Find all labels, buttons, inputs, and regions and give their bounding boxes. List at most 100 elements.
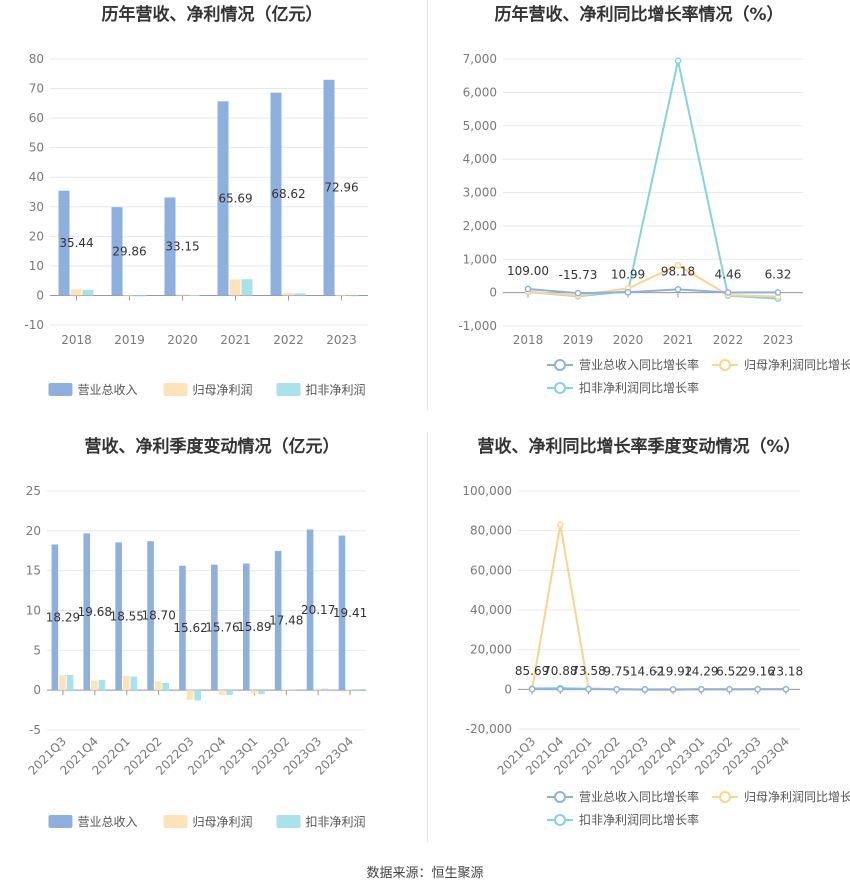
data-source-label: 数据来源：恒生聚源 bbox=[366, 866, 484, 881]
y-tick-label: 0 bbox=[33, 683, 41, 697]
data-label: 10.99 bbox=[611, 267, 645, 281]
bar bbox=[353, 690, 361, 691]
y-tick-label: 10 bbox=[26, 604, 41, 618]
series-point bbox=[556, 521, 564, 529]
series-point bbox=[624, 288, 632, 296]
bar bbox=[274, 550, 282, 691]
data-label: 68.62 bbox=[271, 187, 305, 201]
y-tick-label: 20,000 bbox=[470, 643, 512, 657]
chart-title: 营收、净利季度变动情况（亿元） bbox=[85, 436, 340, 457]
annual-growth-rate-line-chart: 历年营收、净利同比增长率情况（%） -1,000 0 1,000 2,000 3,000 4… bbox=[458, 4, 850, 395]
x-tick-label: 2020 bbox=[167, 333, 198, 347]
legend-label: 扣非净利润 bbox=[306, 815, 366, 829]
data-label: 19.41 bbox=[333, 606, 367, 620]
bar bbox=[314, 688, 321, 691]
y-tick-label: 1,000 bbox=[463, 252, 497, 266]
y-tick-label: 60 bbox=[29, 111, 44, 125]
bar bbox=[218, 690, 226, 695]
y-tick-label: 25 bbox=[26, 484, 41, 498]
bar bbox=[229, 279, 241, 296]
data-label: 109.00 bbox=[507, 264, 549, 278]
series-point bbox=[774, 289, 782, 296]
legend-swatch bbox=[48, 383, 73, 396]
x-tick-label: 2018 bbox=[61, 333, 92, 347]
legend-label: 营业总收入 bbox=[78, 383, 138, 397]
bar bbox=[338, 535, 346, 691]
data-label: -14.62 bbox=[626, 664, 665, 678]
bar bbox=[66, 675, 74, 691]
bar bbox=[58, 190, 70, 296]
bar bbox=[241, 279, 253, 296]
data-label: 29.16 bbox=[741, 664, 775, 678]
y-tick-label: 60,000 bbox=[470, 563, 512, 577]
bar bbox=[290, 689, 297, 691]
annual-revenue-profit-bar-chart: 历年营收、净利情况（亿元） -10 0 10 20 30 40 50 60 70 80 2018 201… bbox=[24, 4, 368, 397]
data-label: 6.32 bbox=[765, 267, 792, 281]
legend-label: 营业总收入 bbox=[78, 815, 138, 829]
y-tick-label: 80 bbox=[29, 52, 44, 66]
y-tick-label: 6,000 bbox=[463, 85, 497, 99]
x-tick-label: 2023 bbox=[326, 333, 357, 347]
bar bbox=[321, 688, 329, 691]
legend-swatch bbox=[163, 383, 188, 396]
bar bbox=[82, 289, 94, 296]
legend-label: 归母净利润 bbox=[193, 383, 253, 397]
legend-label: 归母净利润同比增长率 bbox=[744, 357, 850, 372]
series-point bbox=[528, 685, 536, 693]
y-tick-label: 40,000 bbox=[470, 603, 512, 617]
series-point bbox=[674, 286, 682, 293]
legend-label: 扣非净利润 bbox=[306, 383, 366, 397]
data-label: 17.48 bbox=[269, 614, 303, 628]
legend-swatch bbox=[276, 815, 301, 828]
data-label: -15.73 bbox=[559, 268, 598, 282]
data-label: 6.52 bbox=[716, 664, 743, 678]
series-point bbox=[641, 686, 649, 693]
y-tick-label: 0 bbox=[489, 286, 497, 300]
legend-marker bbox=[554, 359, 566, 371]
y-tick-label: 0 bbox=[36, 288, 44, 302]
quarterly-revenue-profit-bar-chart: 营收、净利季度变动情况（亿元）-505101520252021Q32021Q42… bbox=[25, 436, 367, 829]
legend-label: 营业总收入同比增长率 bbox=[579, 357, 699, 372]
vertical-divider-bottom bbox=[427, 432, 428, 842]
bar bbox=[179, 565, 186, 691]
data-label: 72.96 bbox=[324, 181, 358, 195]
series-point bbox=[697, 686, 705, 693]
y-tick-label: 7,000 bbox=[463, 52, 497, 66]
legend-marker bbox=[719, 359, 731, 371]
y-tick-label: 0 bbox=[504, 682, 512, 696]
series-point bbox=[524, 285, 532, 293]
series-point bbox=[782, 685, 790, 693]
data-label: 23.18 bbox=[769, 664, 803, 678]
data-label: 35.44 bbox=[59, 236, 93, 250]
bar bbox=[70, 289, 82, 296]
bar bbox=[122, 675, 130, 691]
bar bbox=[282, 689, 290, 691]
bar bbox=[346, 689, 353, 691]
bar bbox=[123, 295, 135, 297]
y-tick-label: -10 bbox=[24, 318, 44, 332]
bar bbox=[51, 544, 59, 691]
bar bbox=[258, 690, 265, 695]
data-label: 14.29 bbox=[684, 664, 718, 678]
bar bbox=[194, 690, 201, 701]
bar bbox=[211, 564, 218, 691]
bar bbox=[164, 197, 176, 296]
x-tick-label: 2021 bbox=[663, 333, 694, 347]
bar bbox=[162, 682, 170, 691]
data-label: 19.68 bbox=[78, 605, 112, 619]
legend-swatch bbox=[276, 383, 301, 396]
data-label: 85.69 bbox=[515, 664, 549, 678]
bar bbox=[226, 690, 233, 695]
series-point bbox=[674, 261, 682, 269]
data-label: 4.46 bbox=[715, 267, 742, 281]
vertical-divider-top bbox=[427, 0, 428, 410]
x-tick-label: 2021 bbox=[220, 333, 251, 347]
chart-title: 历年营收、净利情况（亿元） bbox=[102, 4, 323, 25]
legend-swatch bbox=[48, 815, 73, 828]
data-label: 18.55 bbox=[110, 609, 144, 623]
bar bbox=[186, 690, 194, 700]
legend-label: 归母净利润同比增长率 bbox=[744, 789, 850, 804]
data-label: 70.88 bbox=[543, 664, 577, 678]
bar bbox=[306, 529, 314, 691]
y-tick-label: 50 bbox=[29, 141, 44, 155]
